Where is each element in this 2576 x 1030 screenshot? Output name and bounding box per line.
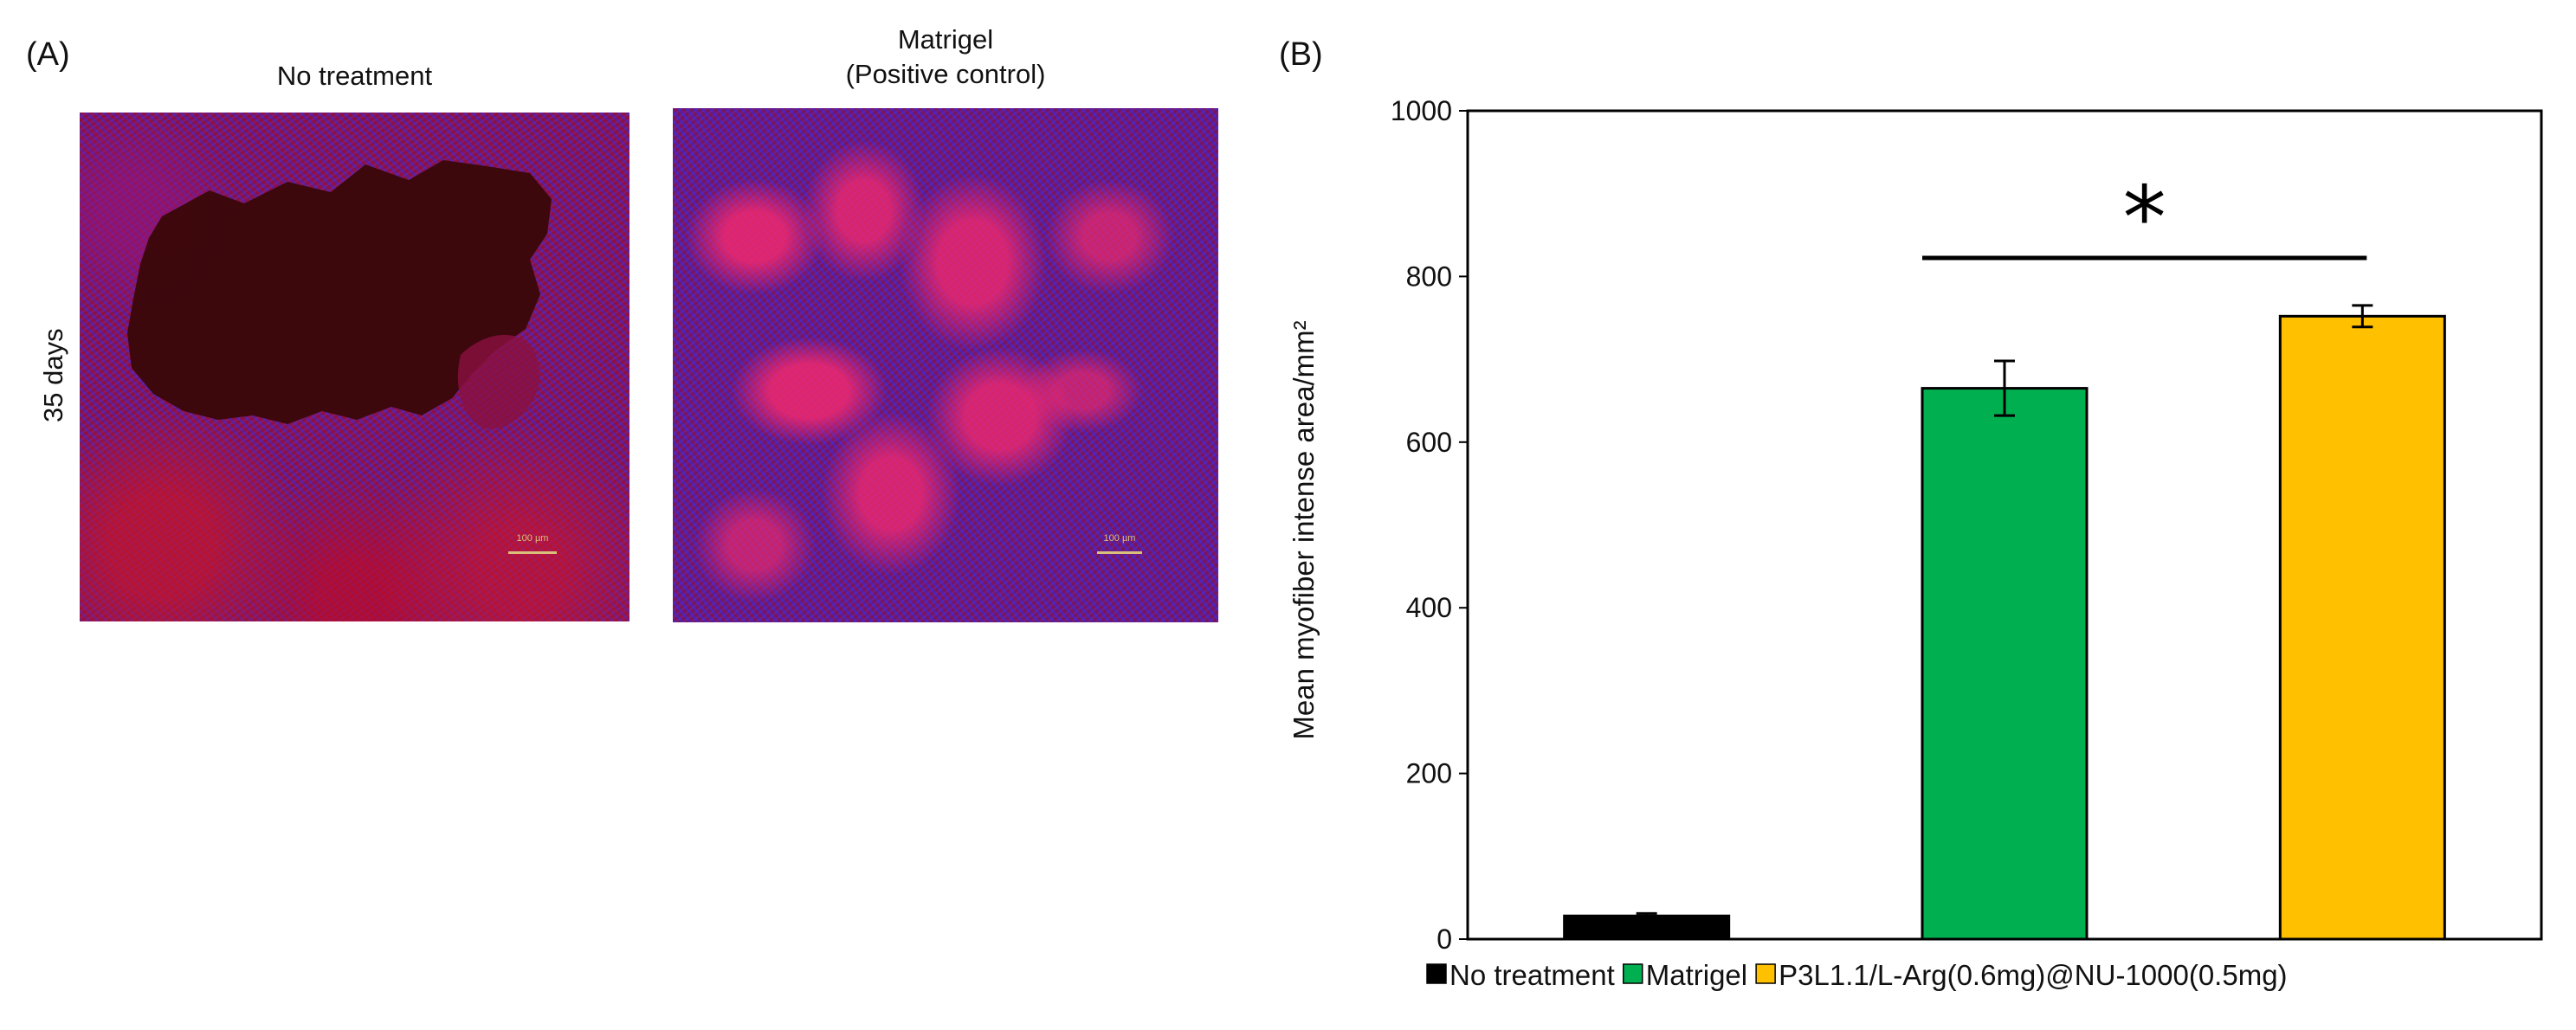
y-axis-label: Mean myofiber intense area/mm² — [1288, 320, 1320, 739]
scale-bar-2-text: 100 µm — [1103, 533, 1136, 544]
y-tick-label-0: 0 — [1436, 924, 1452, 955]
legend-swatch-0 — [1426, 963, 1447, 984]
image-2-title-line-1: Matrigel — [897, 24, 994, 55]
scale-bar-2: 100 µm — [1097, 532, 1142, 554]
y-tick-label-1: 200 — [1406, 758, 1452, 789]
micrograph-no-treatment: 100 µm — [80, 113, 629, 621]
legend-label-2: P3L1.1/L-Arg(0.6mg)@NU-1000(0.5mg) — [1779, 959, 2287, 991]
bar-1 — [1921, 387, 2089, 941]
image-2-title-line-2: (Positive control) — [845, 59, 1046, 89]
legend-swatch-1 — [1623, 963, 1643, 984]
y-tick-label-2: 400 — [1406, 592, 1452, 623]
bar-2 — [2278, 314, 2446, 941]
panel-b-label: (B) — [1279, 36, 1323, 73]
image-1-title-line-1: No treatment — [276, 61, 433, 91]
image-1-title: No treatment — [80, 59, 629, 93]
y-tick-label-4: 800 — [1406, 261, 1452, 292]
micrograph-matrigel: 100 µm — [673, 108, 1218, 622]
image-2-title: Matrigel (Positive control) — [673, 23, 1218, 92]
panel-a-label: (A) — [26, 36, 70, 73]
legend-label-1: Matrigel — [1646, 959, 1747, 991]
scale-bar-1-text: 100 µm — [516, 533, 549, 544]
y-tick-label-5: 1000 — [1391, 95, 1452, 126]
y-tick-label-3: 600 — [1406, 427, 1452, 458]
legend-swatch-2 — [1755, 963, 1776, 984]
scale-bar-1: 100 µm — [508, 532, 557, 554]
legend-label-0: No treatment — [1449, 959, 1615, 991]
bar-0 — [1563, 914, 1731, 941]
wound-void — [127, 160, 552, 429]
significance-star: * — [2123, 167, 2166, 268]
